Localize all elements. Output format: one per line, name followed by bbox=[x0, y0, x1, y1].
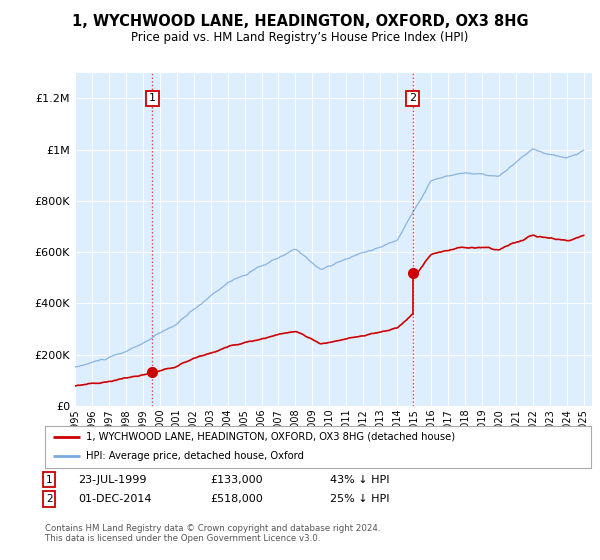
Text: £518,000: £518,000 bbox=[210, 494, 263, 504]
Text: 01-DEC-2014: 01-DEC-2014 bbox=[78, 494, 151, 504]
Text: 1, WYCHWOOD LANE, HEADINGTON, OXFORD, OX3 8HG (detached house): 1, WYCHWOOD LANE, HEADINGTON, OXFORD, OX… bbox=[86, 432, 455, 442]
Text: 23-JUL-1999: 23-JUL-1999 bbox=[78, 475, 146, 485]
Text: Contains HM Land Registry data © Crown copyright and database right 2024.
This d: Contains HM Land Registry data © Crown c… bbox=[45, 524, 380, 543]
Text: 2: 2 bbox=[46, 494, 53, 504]
Text: £133,000: £133,000 bbox=[210, 475, 263, 485]
Text: 2: 2 bbox=[409, 94, 416, 103]
Text: 1, WYCHWOOD LANE, HEADINGTON, OXFORD, OX3 8HG: 1, WYCHWOOD LANE, HEADINGTON, OXFORD, OX… bbox=[71, 14, 529, 29]
Text: 1: 1 bbox=[46, 475, 53, 485]
Text: 1: 1 bbox=[149, 94, 156, 103]
Text: Price paid vs. HM Land Registry’s House Price Index (HPI): Price paid vs. HM Land Registry’s House … bbox=[131, 31, 469, 44]
Text: 43% ↓ HPI: 43% ↓ HPI bbox=[330, 475, 389, 485]
Text: HPI: Average price, detached house, Oxford: HPI: Average price, detached house, Oxfo… bbox=[86, 451, 304, 461]
Text: 25% ↓ HPI: 25% ↓ HPI bbox=[330, 494, 389, 504]
